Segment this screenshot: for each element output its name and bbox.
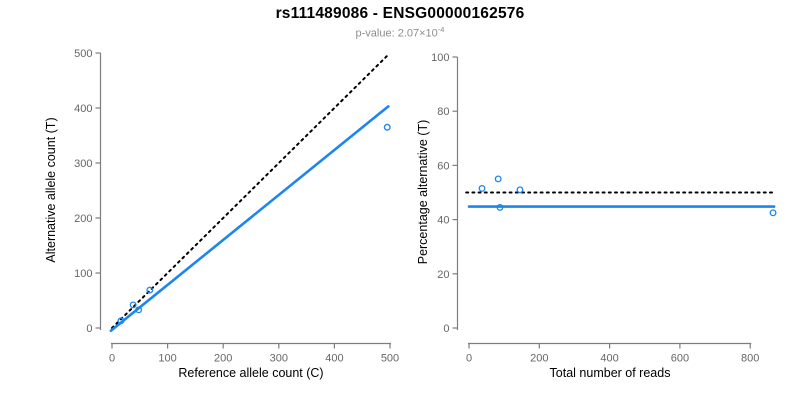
- y-tick-label: 400: [74, 103, 92, 115]
- x-tick-label: 100: [158, 353, 176, 365]
- x-tick-label: 300: [270, 353, 288, 365]
- y-axis-title: Alternative allele count (T): [44, 117, 58, 262]
- data-point: [496, 203, 504, 211]
- y-tick-label: 100: [74, 268, 92, 280]
- plot-title: rs111489086 - ENSG00000162576: [275, 5, 525, 22]
- y-axis-title: Percentage alternative (T): [416, 120, 430, 265]
- pvalue-exponent: -4: [437, 25, 445, 34]
- x-tick-label: 400: [325, 353, 343, 365]
- x-tick-label: 800: [741, 353, 759, 365]
- x-axis-title: Reference allele count (C): [178, 366, 323, 380]
- y-tick-label: 300: [74, 158, 92, 170]
- y-tick-label: 0: [86, 323, 92, 335]
- data-point: [383, 123, 391, 131]
- x-tick-label: 200: [530, 353, 548, 365]
- x-axis-title: Total number of reads: [550, 366, 671, 380]
- data-point: [135, 306, 143, 314]
- x-tick-label: 200: [214, 353, 232, 365]
- x-tick-label: 500: [381, 353, 399, 365]
- fit-line: [109, 105, 390, 333]
- plot-subtitle: p-value: 2.07×10-4: [0, 25, 800, 40]
- y-tick-label: 60: [437, 160, 449, 172]
- x-tick-label: 0: [466, 353, 472, 365]
- y-tick-label: 500: [74, 48, 92, 60]
- y-tick-label: 20: [437, 269, 449, 281]
- data-point: [146, 286, 154, 294]
- y-tick-label: 40: [437, 215, 449, 227]
- y-tick-label: 200: [74, 213, 92, 225]
- data-point: [516, 186, 524, 194]
- data-point: [478, 184, 486, 192]
- x-tick-label: 400: [600, 353, 618, 365]
- data-point: [769, 209, 777, 217]
- identity-line: [111, 53, 390, 329]
- data-point: [117, 317, 125, 325]
- data-point: [494, 175, 502, 183]
- y-tick-label: 0: [443, 323, 449, 335]
- y-tick-label: 100: [431, 52, 449, 64]
- y-tick-label: 80: [437, 106, 449, 118]
- data-point: [129, 301, 137, 309]
- x-tick-label: 0: [109, 353, 115, 365]
- pvalue-text: p-value: 2.07×10: [355, 27, 438, 40]
- x-tick-label: 600: [671, 353, 689, 365]
